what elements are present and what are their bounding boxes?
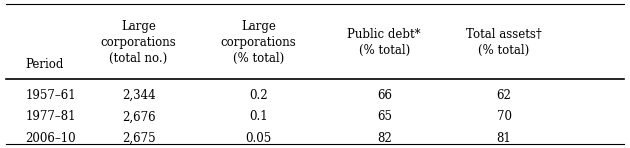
Text: 2006–10: 2006–10 bbox=[25, 132, 76, 145]
Text: 2,675: 2,675 bbox=[122, 132, 156, 145]
Text: Period: Period bbox=[25, 58, 64, 71]
Text: 66: 66 bbox=[377, 89, 392, 102]
Text: 81: 81 bbox=[496, 132, 512, 145]
Text: 82: 82 bbox=[377, 132, 392, 145]
Text: Large
corporations
(total no.): Large corporations (total no.) bbox=[101, 20, 176, 65]
Text: Total assets†
(% total): Total assets† (% total) bbox=[466, 28, 542, 57]
Text: 0.05: 0.05 bbox=[245, 132, 272, 145]
Text: 65: 65 bbox=[377, 110, 392, 123]
Text: 1977–81: 1977–81 bbox=[25, 110, 76, 123]
Text: 70: 70 bbox=[496, 110, 512, 123]
Text: 2,344: 2,344 bbox=[122, 89, 156, 102]
Text: Large
corporations
(% total): Large corporations (% total) bbox=[220, 20, 296, 65]
Text: 62: 62 bbox=[496, 89, 512, 102]
Text: 2,676: 2,676 bbox=[122, 110, 156, 123]
Text: 1957–61: 1957–61 bbox=[25, 89, 76, 102]
Text: 0.2: 0.2 bbox=[249, 89, 268, 102]
Text: 0.1: 0.1 bbox=[249, 110, 268, 123]
Text: Public debt*
(% total): Public debt* (% total) bbox=[348, 28, 421, 57]
